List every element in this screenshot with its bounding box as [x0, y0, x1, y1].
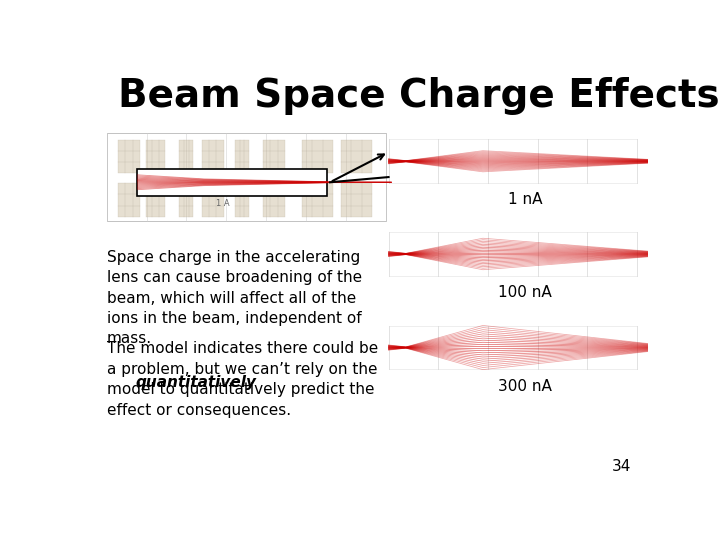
Bar	[107, 133, 386, 221]
Text: Beam Space Charge Effects: Beam Space Charge Effects	[118, 77, 719, 115]
Bar	[179, 139, 193, 173]
Text: 1 A: 1 A	[216, 199, 230, 208]
Bar	[118, 139, 140, 173]
Bar	[341, 139, 372, 173]
Text: 300 nA: 300 nA	[498, 379, 552, 394]
Bar	[118, 184, 140, 217]
Bar	[202, 139, 224, 173]
Bar	[263, 184, 285, 217]
Text: Space charge in the accelerating
lens can cause broadening of the
beam, which wi: Space charge in the accelerating lens ca…	[107, 250, 362, 347]
Bar	[302, 184, 333, 217]
Bar	[235, 139, 249, 173]
Text: quantitatively: quantitatively	[136, 375, 257, 390]
Bar	[302, 139, 333, 173]
Bar	[341, 184, 372, 217]
Text: 100 nA: 100 nA	[498, 285, 552, 300]
Bar	[263, 139, 285, 173]
Bar	[202, 184, 224, 217]
Text: The model indicates there could be
a problem, but we can’t rely on the
model to : The model indicates there could be a pro…	[107, 341, 378, 417]
Bar	[145, 139, 166, 173]
Bar	[179, 184, 193, 217]
Bar	[138, 168, 327, 196]
Bar	[235, 184, 249, 217]
Text: 1 nA: 1 nA	[508, 192, 542, 207]
Text: 34: 34	[612, 460, 631, 474]
Bar	[145, 184, 166, 217]
